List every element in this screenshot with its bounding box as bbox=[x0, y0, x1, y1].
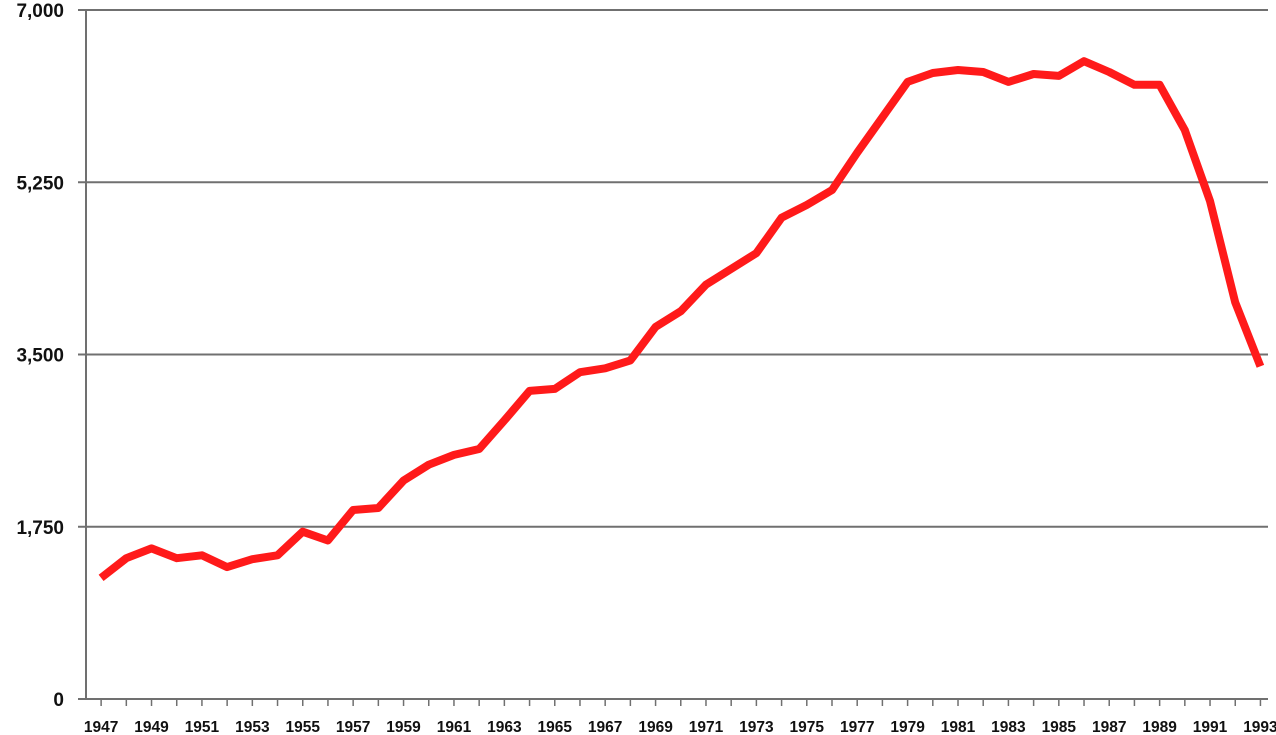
x-tick-label: 1949 bbox=[134, 719, 169, 735]
x-tick-label: 1975 bbox=[790, 719, 825, 735]
x-tick-label: 1983 bbox=[991, 719, 1026, 735]
gridlines bbox=[78, 9, 1268, 700]
y-axis-tick-labels: 0 1,750 3,500 5,250 7,000 bbox=[16, 1, 64, 711]
x-tick-label: 1987 bbox=[1092, 719, 1126, 735]
x-tick-label: 1991 bbox=[1193, 719, 1228, 735]
series-line bbox=[98, 57, 1265, 582]
x-axis-tick-labels: 1947 1949 1951 1953 1955 1957 1959 1961 1963 1965… bbox=[84, 719, 1276, 735]
x-tick-label: 1959 bbox=[386, 719, 421, 735]
series-group bbox=[98, 57, 1265, 582]
x-tick-label: 1973 bbox=[739, 719, 774, 735]
x-tick-label: 1989 bbox=[1142, 719, 1177, 735]
x-tick-label: 1953 bbox=[235, 719, 270, 735]
y-tick-label: 1,750 bbox=[16, 518, 64, 539]
x-tick-label: 1947 bbox=[84, 719, 118, 735]
y-tick-label: 7,000 bbox=[16, 1, 64, 22]
x-tick-label: 1965 bbox=[538, 719, 573, 735]
x-tick-label: 1961 bbox=[437, 719, 472, 735]
x-tick-label: 1977 bbox=[840, 719, 874, 735]
y-tick-label: 3,500 bbox=[16, 346, 64, 367]
x-tick-label: 1969 bbox=[638, 719, 673, 735]
x-axis-ticks bbox=[100, 699, 1262, 706]
x-tick-label: 1971 bbox=[689, 719, 724, 735]
x-tick-label: 1963 bbox=[487, 719, 522, 735]
x-tick-label: 1981 bbox=[941, 719, 976, 735]
x-tick-label: 1967 bbox=[588, 719, 622, 735]
y-tick-label: 0 bbox=[53, 690, 64, 711]
x-tick-label: 1957 bbox=[336, 719, 370, 735]
x-tick-label: 1979 bbox=[890, 719, 925, 735]
x-tick-label: 1985 bbox=[1042, 719, 1077, 735]
x-tick-label: 1951 bbox=[185, 719, 220, 735]
x-tick-label: 1993 bbox=[1243, 719, 1276, 735]
x-tick-label: 1955 bbox=[285, 719, 320, 735]
y-tick-label: 5,250 bbox=[16, 173, 64, 194]
